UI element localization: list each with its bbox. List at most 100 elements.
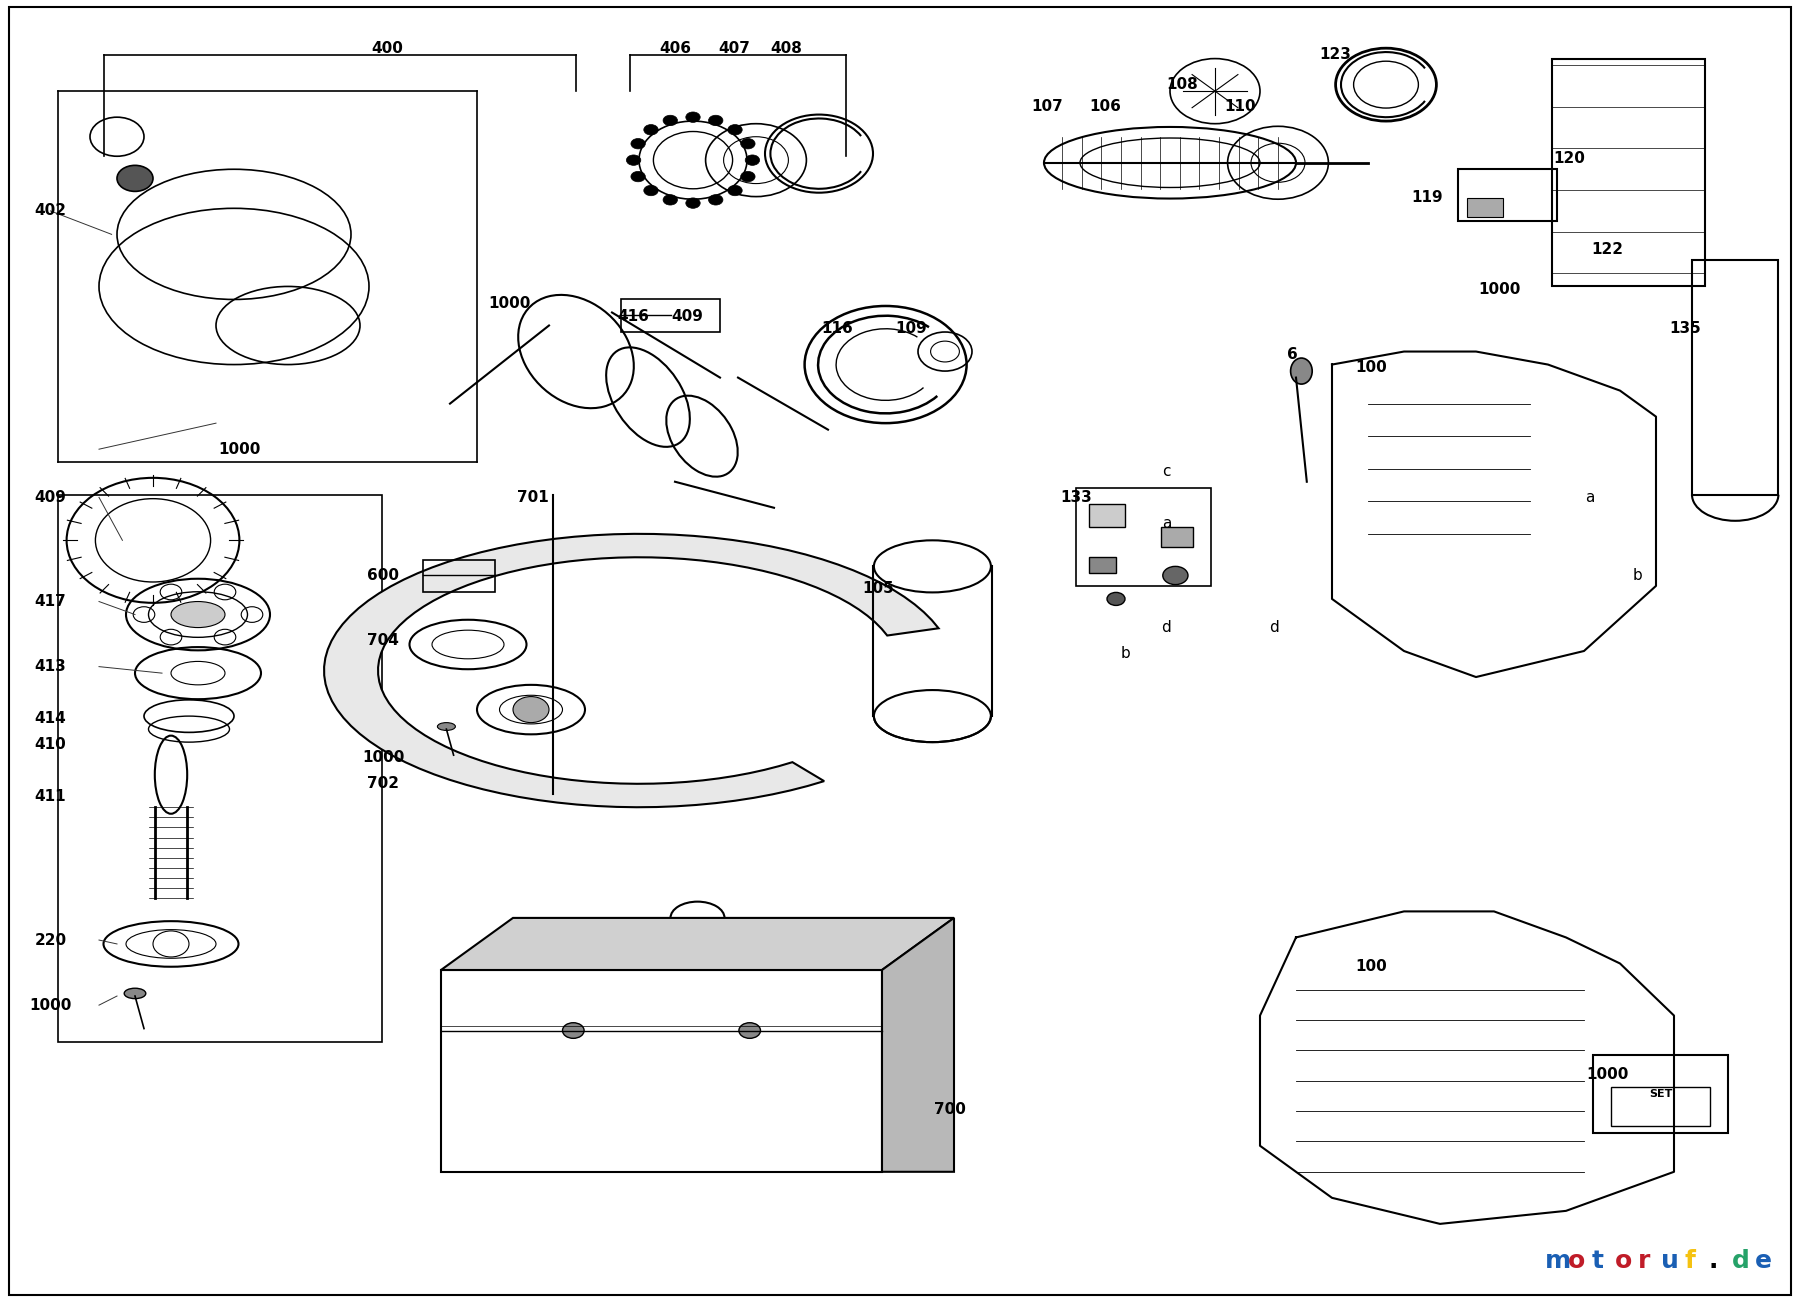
- Text: 109: 109: [895, 320, 927, 336]
- Ellipse shape: [124, 988, 146, 999]
- Ellipse shape: [171, 602, 225, 628]
- Text: 1000: 1000: [362, 750, 405, 766]
- Text: 133: 133: [1060, 490, 1093, 505]
- Text: u: u: [1661, 1250, 1679, 1273]
- Polygon shape: [882, 918, 954, 1172]
- Text: d: d: [1161, 620, 1172, 635]
- Text: e: e: [1755, 1250, 1771, 1273]
- Text: 411: 411: [34, 789, 67, 805]
- Circle shape: [626, 155, 641, 165]
- Text: 220: 220: [34, 932, 67, 948]
- Text: 413: 413: [34, 659, 67, 674]
- Circle shape: [740, 172, 754, 182]
- Ellipse shape: [1291, 358, 1312, 384]
- Bar: [1593, 1055, 1728, 1133]
- Text: 105: 105: [862, 581, 895, 596]
- Circle shape: [644, 185, 659, 195]
- Text: 106: 106: [1089, 99, 1121, 115]
- Text: a: a: [1161, 516, 1172, 531]
- Text: 409: 409: [671, 309, 704, 324]
- Text: r: r: [1638, 1250, 1651, 1273]
- Circle shape: [1107, 592, 1125, 605]
- Text: 122: 122: [1591, 242, 1624, 258]
- Circle shape: [745, 155, 760, 165]
- Circle shape: [117, 165, 153, 191]
- Text: 1000: 1000: [29, 997, 72, 1013]
- Circle shape: [686, 112, 700, 122]
- Text: b: b: [1120, 646, 1130, 661]
- Text: m: m: [1544, 1250, 1571, 1273]
- Bar: [1458, 169, 1557, 221]
- Bar: [1692, 260, 1778, 495]
- Text: 409: 409: [34, 490, 67, 505]
- Text: f: f: [1685, 1250, 1696, 1273]
- Text: 406: 406: [659, 40, 691, 56]
- Bar: [1611, 1087, 1710, 1126]
- Bar: [1089, 557, 1116, 573]
- Text: d: d: [1269, 620, 1280, 635]
- Bar: [1161, 527, 1193, 547]
- Text: 402: 402: [34, 203, 67, 219]
- Text: 417: 417: [34, 594, 67, 609]
- Bar: [1552, 59, 1705, 286]
- Text: 400: 400: [371, 40, 403, 56]
- Circle shape: [738, 1023, 760, 1039]
- Text: 702: 702: [367, 776, 400, 792]
- Circle shape: [709, 194, 724, 204]
- Text: 416: 416: [617, 309, 650, 324]
- Text: 1000: 1000: [218, 441, 261, 457]
- Text: 1000: 1000: [488, 296, 531, 311]
- Text: 1000: 1000: [1478, 281, 1521, 297]
- Text: 120: 120: [1553, 151, 1586, 167]
- Text: 410: 410: [34, 737, 67, 753]
- Text: 123: 123: [1319, 47, 1352, 62]
- Circle shape: [662, 194, 677, 204]
- Bar: [1076, 488, 1211, 586]
- Circle shape: [727, 125, 742, 135]
- Circle shape: [727, 185, 742, 195]
- Text: 135: 135: [1669, 320, 1701, 336]
- Text: .: .: [1708, 1250, 1717, 1273]
- Text: 119: 119: [1411, 190, 1444, 206]
- Text: 1000: 1000: [1586, 1066, 1629, 1082]
- Text: d: d: [1732, 1250, 1750, 1273]
- Text: 6: 6: [1287, 346, 1298, 362]
- Circle shape: [632, 172, 646, 182]
- Text: 110: 110: [1224, 99, 1256, 115]
- Text: 700: 700: [934, 1101, 967, 1117]
- Text: 701: 701: [517, 490, 549, 505]
- Bar: [441, 970, 882, 1172]
- Text: 100: 100: [1355, 958, 1388, 974]
- Circle shape: [644, 125, 659, 135]
- Circle shape: [513, 697, 549, 723]
- Text: b: b: [1633, 568, 1643, 583]
- Text: 414: 414: [34, 711, 67, 727]
- Text: a: a: [1584, 490, 1595, 505]
- Circle shape: [562, 1023, 583, 1039]
- Circle shape: [632, 138, 646, 148]
- Text: 408: 408: [770, 40, 803, 56]
- Polygon shape: [324, 534, 938, 807]
- Bar: [423, 560, 495, 592]
- Text: 108: 108: [1166, 77, 1199, 92]
- Text: 107: 107: [1031, 99, 1064, 115]
- Text: o: o: [1615, 1250, 1633, 1273]
- Circle shape: [686, 198, 700, 208]
- Text: 407: 407: [718, 40, 751, 56]
- Text: SET: SET: [1649, 1088, 1672, 1099]
- Circle shape: [662, 116, 677, 126]
- Polygon shape: [441, 918, 954, 970]
- Text: 100: 100: [1355, 359, 1388, 375]
- Text: 600: 600: [367, 568, 400, 583]
- Circle shape: [709, 116, 724, 126]
- Bar: [1089, 504, 1125, 527]
- Circle shape: [1163, 566, 1188, 585]
- Text: o: o: [1568, 1250, 1586, 1273]
- Bar: [621, 299, 720, 332]
- Bar: [1467, 198, 1503, 217]
- Text: 116: 116: [821, 320, 853, 336]
- Circle shape: [740, 138, 754, 148]
- Text: c: c: [1163, 464, 1170, 479]
- Text: t: t: [1591, 1250, 1604, 1273]
- Bar: [58, 495, 382, 1042]
